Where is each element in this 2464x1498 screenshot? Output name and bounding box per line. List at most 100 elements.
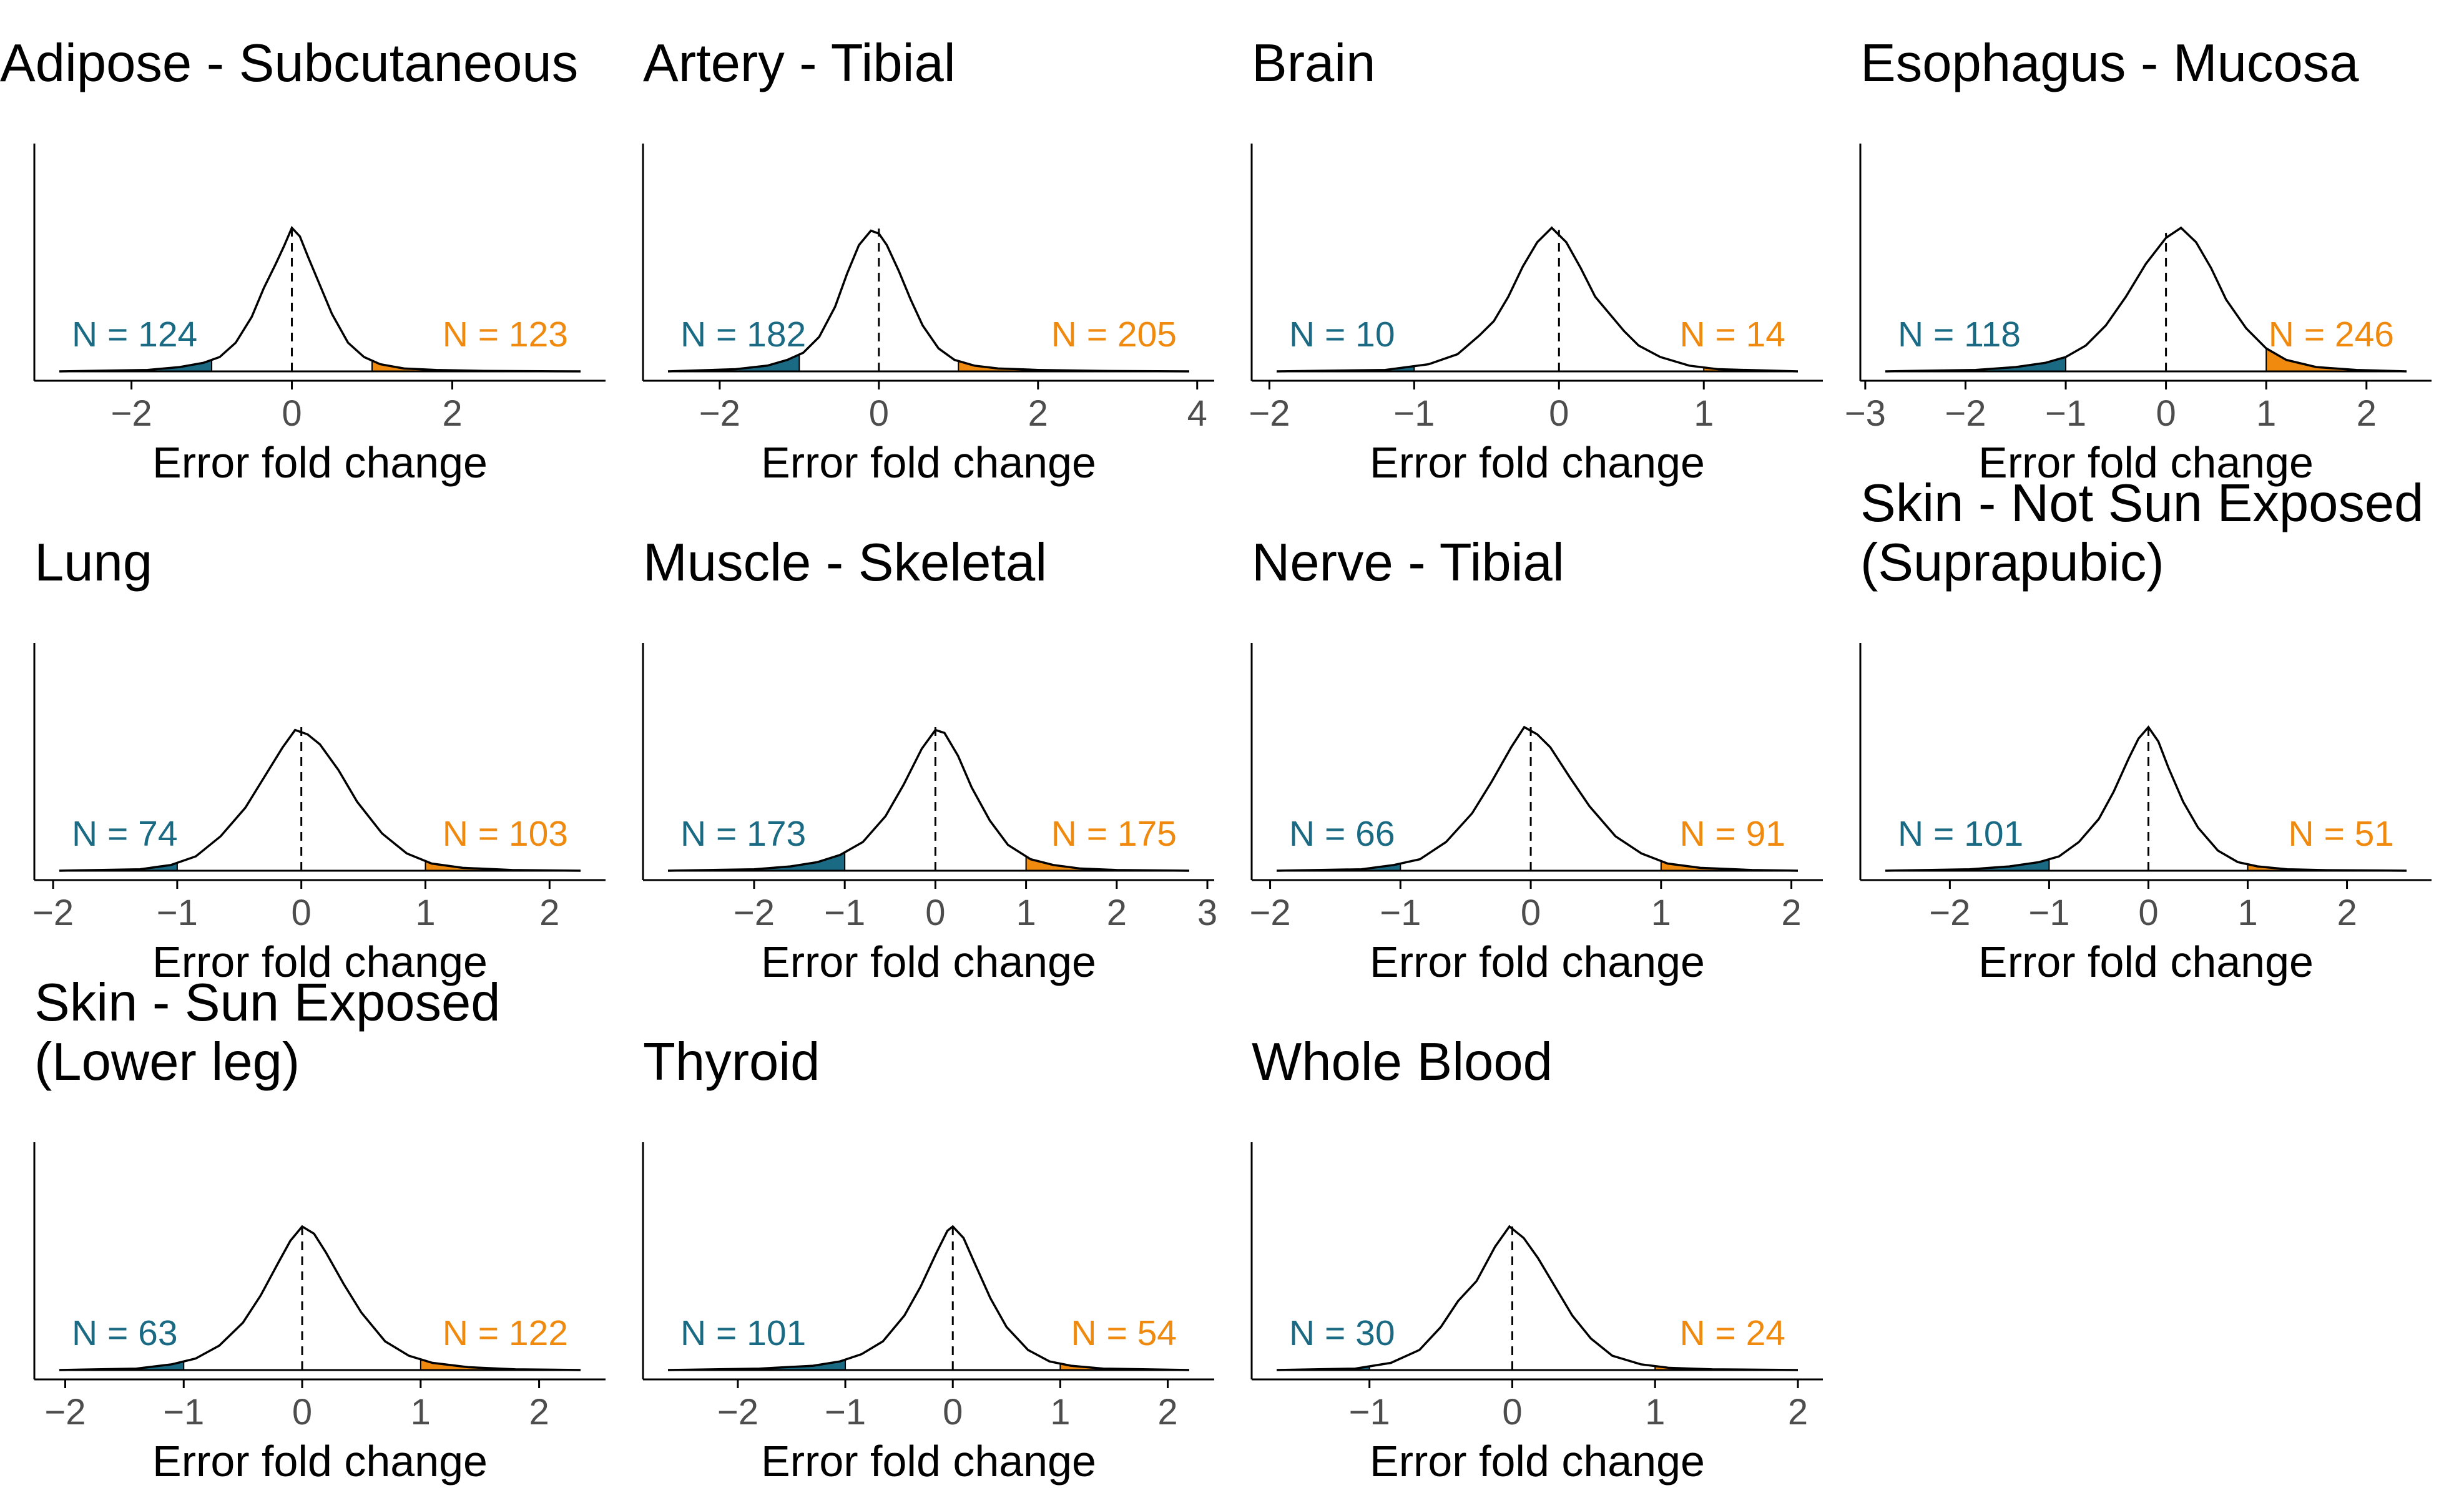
x-tick-label: −2 — [734, 893, 775, 933]
x-tick-label: 2 — [2337, 893, 2357, 933]
left-count-label: N = 63 — [72, 1313, 178, 1353]
x-tick-label: −1 — [825, 1392, 866, 1432]
panel-title: Skin - Not Sun Exposed — [1860, 474, 2423, 533]
x-tick-label: −2 — [32, 893, 74, 933]
density-curve — [1276, 725, 1799, 872]
x-tick-label: −1 — [2045, 393, 2086, 434]
left-count-label: N = 173 — [680, 814, 806, 854]
panel-title: Whole Blood — [1252, 1032, 1553, 1092]
density-curve — [59, 1225, 581, 1371]
x-tick-label: 2 — [1028, 393, 1048, 434]
panel-title: Muscle - Skeletal — [643, 533, 1047, 592]
panel: Nerve - Tibial N = 66 N = 91 −2 −1 0 1 2 Error f… — [1249, 533, 1823, 986]
x-tick-label: 4 — [1187, 393, 1207, 434]
right-count-label: N = 122 — [443, 1313, 568, 1353]
x-tick-label: 0 — [2156, 393, 2176, 434]
panel: Esophagus - Mucosa N = 118 N = 246 −3 −2 −1 0 1… — [1845, 34, 2432, 487]
left-count-label: N = 10 — [1289, 315, 1395, 355]
left-count-label: N = 101 — [680, 1313, 806, 1353]
panel-title: Lung — [34, 533, 152, 592]
panel-title: Esophagus - Mucosa — [1860, 34, 2359, 93]
right-count-label: N = 91 — [1679, 814, 1785, 854]
x-tick-label: 2 — [539, 893, 559, 933]
right-count-label: N = 51 — [2288, 814, 2394, 854]
panel: Whole Blood N = 30 N = 24 −1 0 1 2 Error fold c… — [1250, 1032, 1823, 1486]
x-tick-label: 0 — [943, 1392, 963, 1432]
x-axis-title: Error fold change — [152, 937, 488, 986]
x-tick-label: 0 — [1549, 393, 1569, 434]
x-tick-label: −1 — [1380, 893, 1421, 933]
x-tick-label: 3 — [1197, 893, 1217, 933]
panel-title: Brain — [1252, 34, 1375, 93]
x-tick-label: 1 — [1651, 893, 1671, 933]
x-tick-label: 1 — [415, 893, 435, 933]
x-axis-title: Error fold change — [1978, 937, 2314, 986]
x-tick-label: 2 — [442, 393, 462, 434]
panel-title: Nerve - Tibial — [1252, 533, 1564, 592]
panel-title: (Suprapubic) — [1860, 533, 2164, 592]
x-tick-label: −1 — [1393, 393, 1435, 434]
x-tick-label: 0 — [292, 1392, 312, 1432]
density-curve — [667, 229, 1190, 373]
left-count-label: N = 101 — [1898, 814, 2023, 854]
x-axis-title: Error fold change — [761, 937, 1096, 986]
left-count-label: N = 182 — [680, 315, 806, 355]
panel-title: Adipose - Subcutaneous — [0, 34, 578, 93]
panel: Thyroid N = 101 N = 54 −2 −1 0 1 2 Error fold ch… — [642, 1032, 1214, 1486]
x-tick-label: 0 — [869, 393, 889, 434]
left-count-label: N = 66 — [1289, 814, 1395, 854]
panel: Muscle - Skeletal N = 173 N = 175 −2 −1 0 1 2 3 E… — [642, 533, 1217, 986]
density-curve — [667, 1225, 1190, 1371]
density-curve — [59, 728, 581, 872]
density-curve — [1276, 1225, 1799, 1371]
left-count-label: N = 30 — [1289, 1313, 1395, 1353]
x-tick-label: −3 — [1845, 393, 1886, 434]
density-curve — [1885, 226, 2407, 373]
right-count-label: N = 54 — [1071, 1313, 1177, 1353]
x-tick-label: −2 — [44, 1392, 86, 1432]
x-tick-label: 1 — [2237, 893, 2257, 933]
x-tick-label: 0 — [1502, 1392, 1522, 1432]
panel-title: Thyroid — [643, 1032, 820, 1092]
right-count-label: N = 205 — [1051, 315, 1177, 355]
x-tick-label: −2 — [699, 393, 740, 434]
x-tick-label: −2 — [1249, 393, 1290, 434]
x-tick-label: 0 — [925, 893, 945, 933]
panel-title: Skin - Sun Exposed — [34, 973, 501, 1032]
panel: Skin - Not Sun Exposed(Suprapubic) N = 10… — [1859, 474, 2432, 986]
x-tick-label: 1 — [2256, 393, 2276, 434]
panel: Lung N = 74 N = 103 −2 −1 0 1 2 Error fold chang… — [32, 533, 606, 986]
x-axis-title: Error fold change — [1370, 438, 1705, 487]
x-tick-label: −2 — [1945, 393, 1986, 434]
density-curve — [59, 225, 581, 373]
x-tick-label: −1 — [824, 893, 865, 933]
x-tick-label: 0 — [1521, 893, 1541, 933]
x-tick-label: −2 — [111, 393, 152, 434]
x-tick-label: 2 — [2357, 393, 2377, 434]
x-tick-label: −2 — [1929, 893, 1970, 933]
x-tick-label: 1 — [411, 1392, 431, 1432]
x-tick-label: 1 — [1645, 1392, 1665, 1432]
x-tick-label: −2 — [1249, 893, 1290, 933]
x-tick-label: 1 — [1694, 393, 1714, 434]
left-count-label: N = 74 — [72, 814, 178, 854]
x-tick-label: −1 — [157, 893, 198, 933]
x-tick-label: −1 — [2028, 893, 2069, 933]
x-axis-title: Error fold change — [1370, 1437, 1705, 1486]
x-axis-title: Error fold change — [1370, 937, 1705, 986]
x-tick-label: 2 — [1781, 893, 1801, 933]
x-axis-title: Error fold change — [761, 438, 1096, 487]
right-count-label: N = 103 — [443, 814, 568, 854]
x-tick-label: 2 — [1788, 1392, 1808, 1432]
right-count-label: N = 24 — [1679, 1313, 1785, 1353]
x-axis-title: Error fold change — [152, 1437, 488, 1486]
x-tick-label: −2 — [717, 1392, 758, 1432]
right-count-label: N = 123 — [443, 315, 568, 355]
x-tick-label: 2 — [529, 1392, 549, 1432]
panel-title: Artery - Tibial — [643, 34, 956, 93]
x-tick-label: 1 — [1016, 893, 1036, 933]
right-count-label: N = 14 — [1679, 315, 1785, 355]
density-curve — [667, 728, 1190, 872]
